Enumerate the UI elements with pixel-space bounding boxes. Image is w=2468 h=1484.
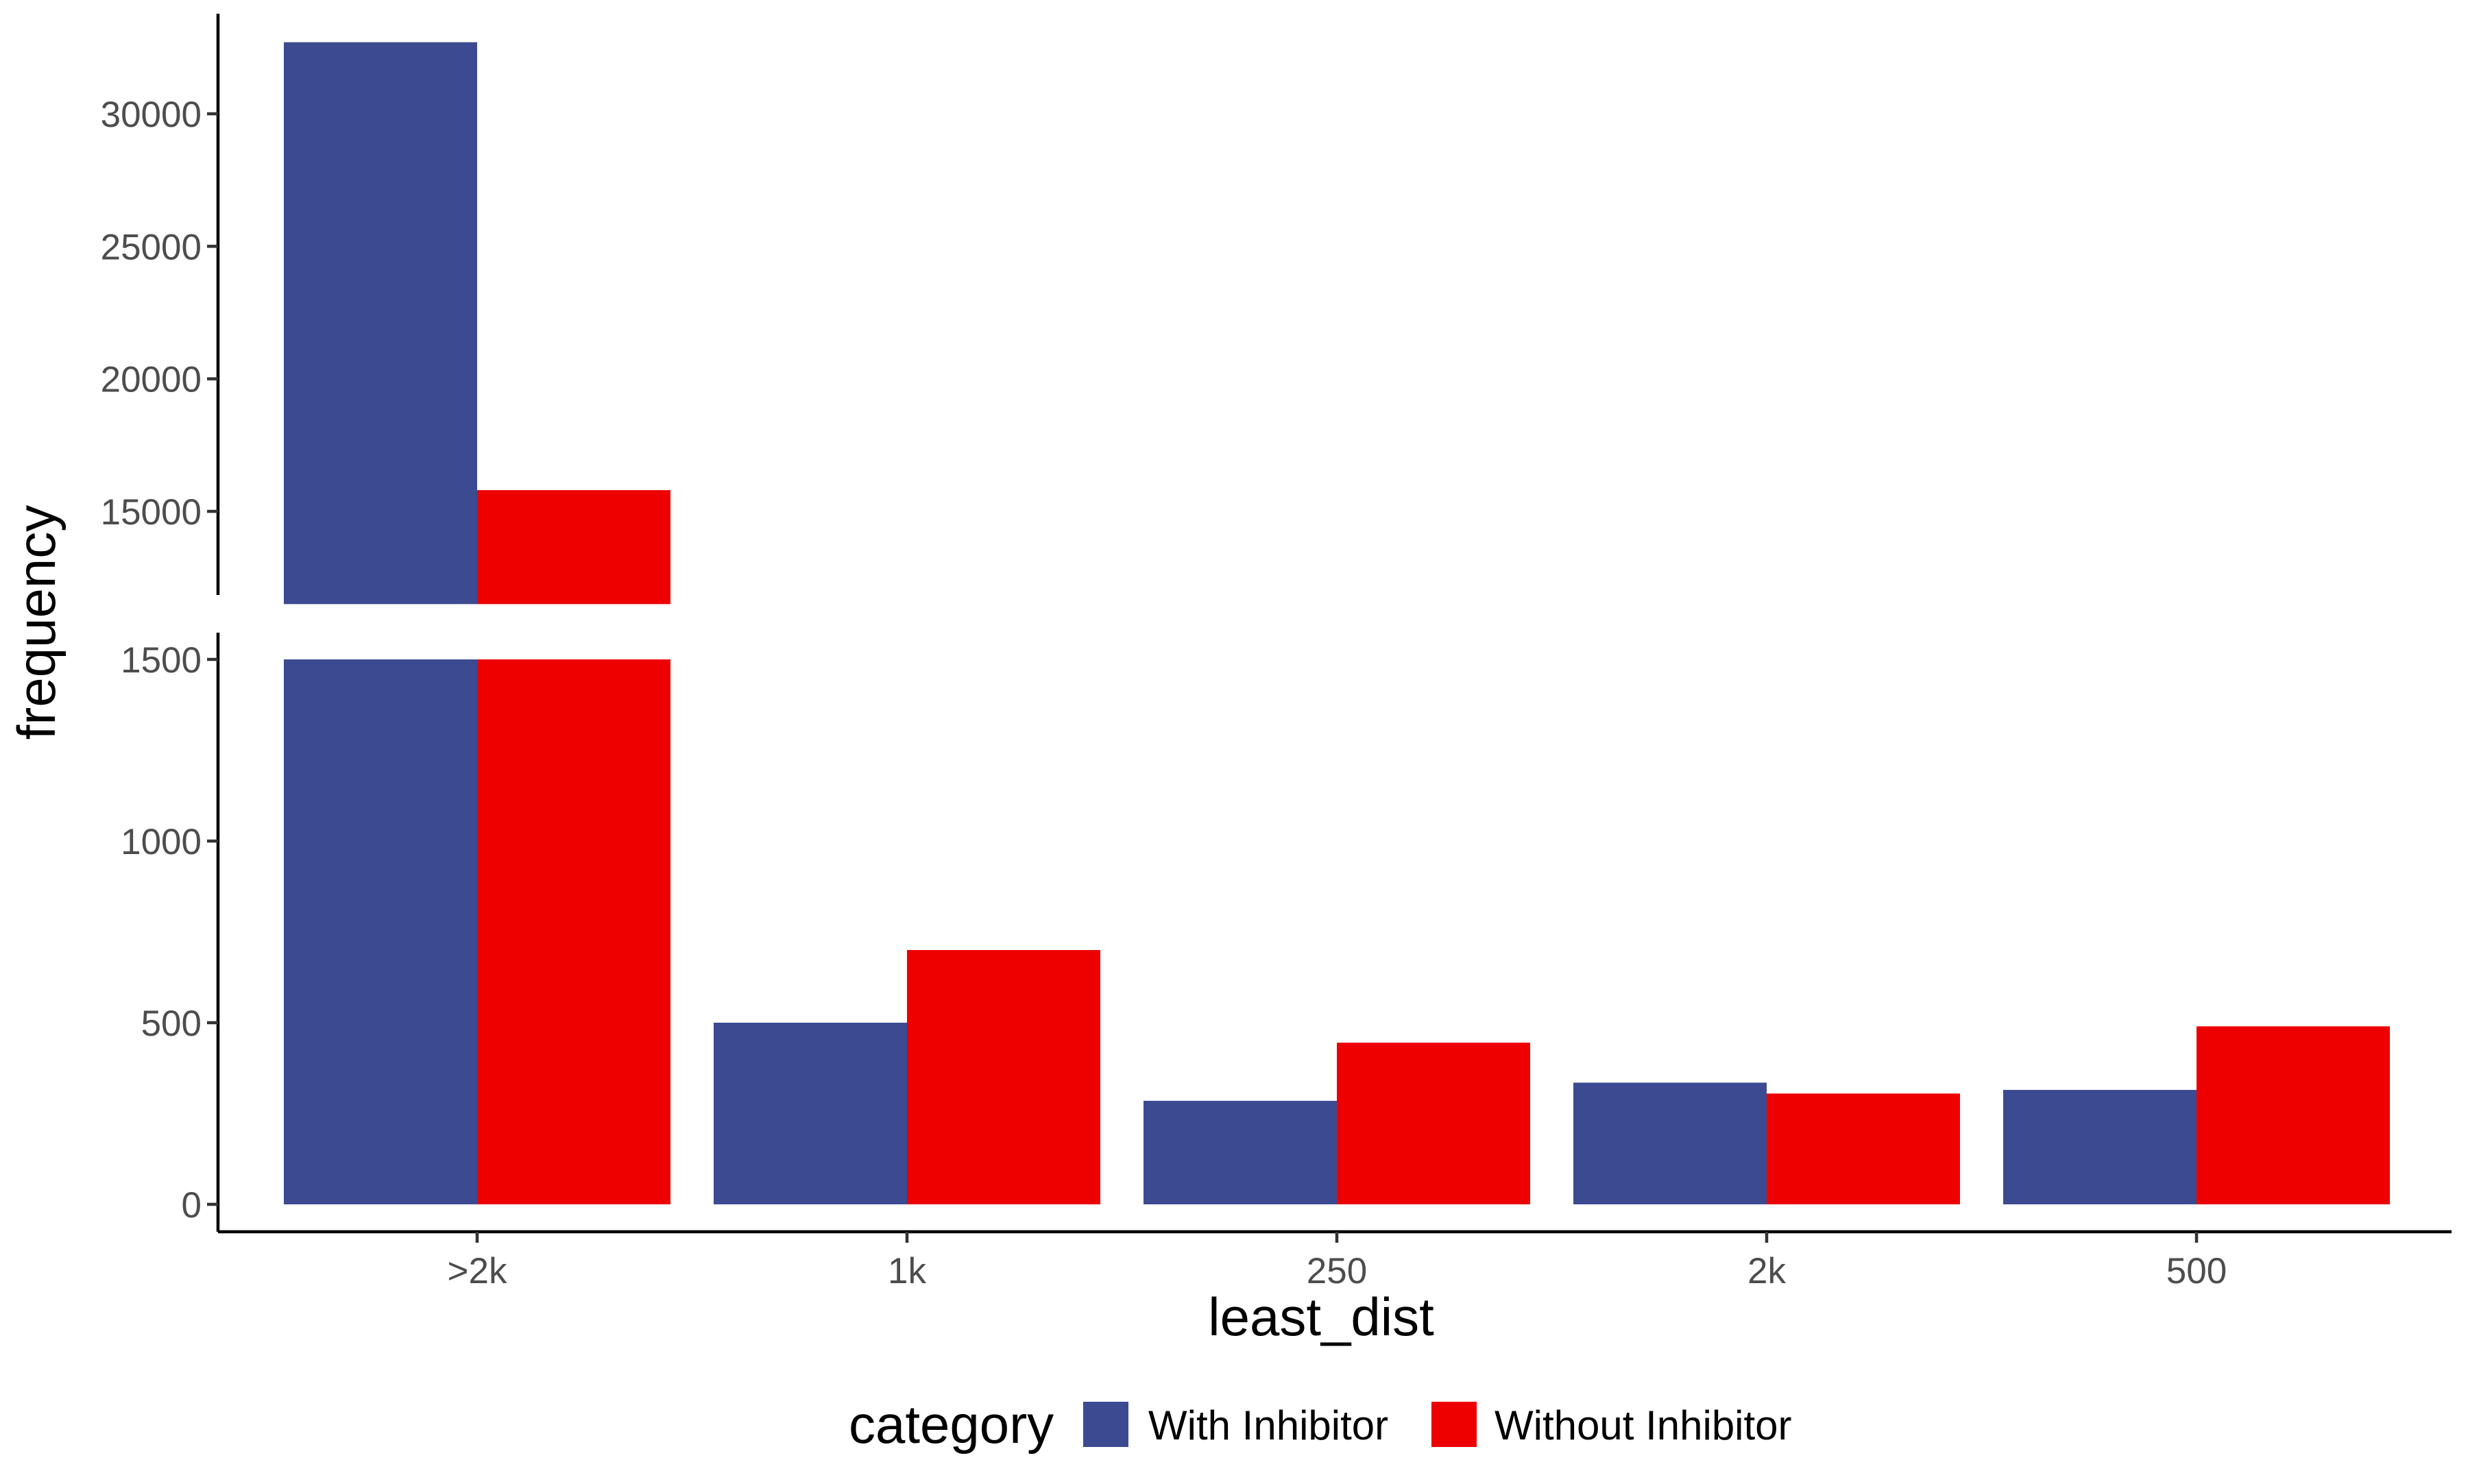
y-tick-label: 15000 [101,492,202,533]
bar-without-inhibitor-1k-lower [907,950,1100,1204]
legend-swatch-with-inhibitor [1083,1402,1128,1447]
x-tick-label-250: 250 [1307,1251,1367,1291]
x-tick-label-2k: 2k [1747,1251,1786,1291]
axes [216,14,2452,1234]
x-axis-title: least_dist [1208,1287,1434,1347]
y-tick-label: 20000 [101,360,202,400]
legend-swatch-without-inhibitor [1431,1402,1477,1447]
x-tick-label-500: 500 [2166,1251,2227,1291]
y-tick-label: 1000 [121,822,202,862]
y-tick-label: 25000 [101,227,202,267]
x-tick-label->2k: >2k [448,1251,507,1291]
lower-panel-bars [284,659,2390,1204]
y-tick-label: 30000 [101,95,202,135]
x-tick-label-1k: 1k [888,1251,926,1291]
y-tick-label: 0 [182,1185,202,1226]
bar-with-inhibitor->2k-lower [284,659,477,1204]
bar-with-inhibitor-1k-lower [714,1023,907,1204]
bar-without-inhibitor->2k-lower [477,659,670,1204]
y-axis-ticks: 0 500 1000 1500 15000 20000 25000 30000 [101,95,218,1226]
y-tick-label: 1500 [121,640,202,681]
y-axis-title: frequency [6,505,66,740]
bar-with-inhibitor-250-lower [1144,1100,1337,1204]
x-axis-ticks: >2k 1k 250 2k 500 [448,1232,2227,1291]
bar-without-inhibitor->2k-upper [477,490,670,605]
bar-without-inhibitor-2k-lower [1767,1093,1960,1204]
legend-label-without-inhibitor: Without Inhibitor [1495,1402,1792,1448]
y-tick-label: 500 [141,1003,202,1044]
bar-with-inhibitor-500-lower [2003,1090,2197,1204]
legend-label-with-inhibitor: With Inhibitor [1148,1402,1388,1448]
bar-without-inhibitor-250-lower [1337,1043,1530,1204]
legend: category With Inhibitor Without Inhibito… [849,1394,1792,1455]
bar-without-inhibitor-500-lower [2197,1026,2390,1204]
legend-title: category [849,1394,1054,1455]
upper-panel-bars [284,42,670,605]
bar-with-inhibitor-2k-lower [1573,1082,1767,1204]
bar-with-inhibitor->2k-upper [284,42,477,605]
